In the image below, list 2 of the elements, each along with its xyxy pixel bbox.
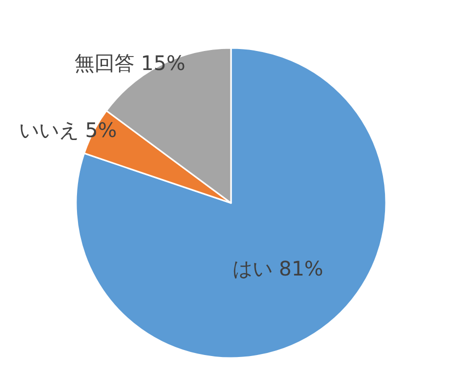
slice-label: はい 81% [232,256,324,280]
slice-label: 無回答 15% [74,50,186,75]
